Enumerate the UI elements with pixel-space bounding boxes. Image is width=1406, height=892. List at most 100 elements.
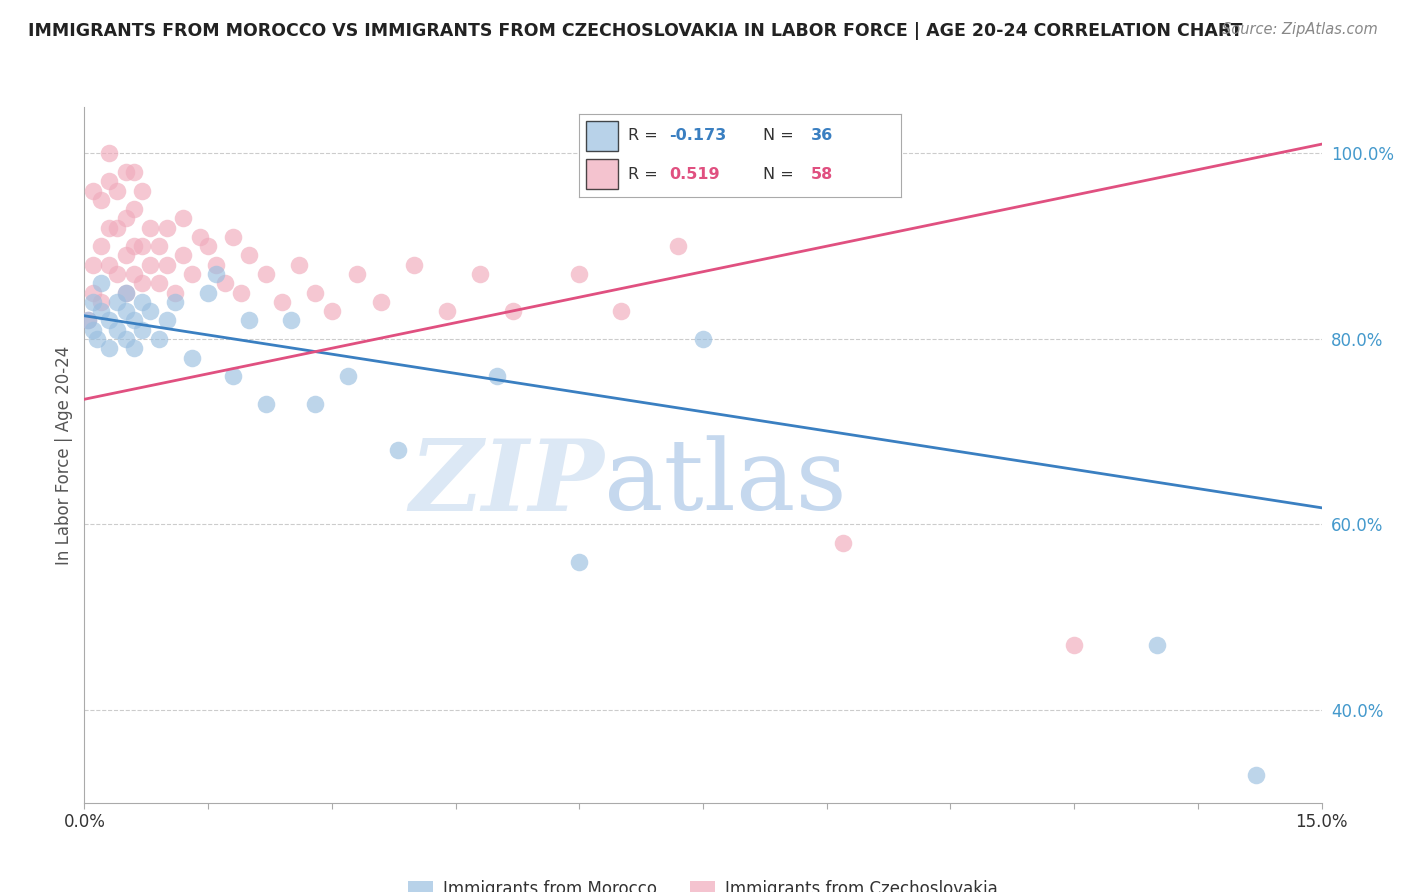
- Point: [148, 332, 170, 346]
- Point: [214, 277, 236, 291]
- Point: [122, 165, 145, 179]
- Point: [485, 369, 508, 384]
- Point: [122, 313, 145, 327]
- Point: [114, 332, 136, 346]
- Point: [205, 258, 228, 272]
- Point: [86, 332, 108, 346]
- Point: [114, 248, 136, 262]
- Text: Source: ZipAtlas.com: Source: ZipAtlas.com: [1222, 22, 1378, 37]
- Point: [197, 239, 219, 253]
- Point: [77, 313, 100, 327]
- Point: [105, 220, 128, 235]
- Point: [304, 285, 326, 300]
- Point: [90, 277, 112, 291]
- Point: [82, 184, 104, 198]
- Point: [156, 313, 179, 327]
- Point: [114, 165, 136, 179]
- Point: [346, 267, 368, 281]
- Point: [90, 239, 112, 253]
- Point: [114, 211, 136, 226]
- Point: [238, 313, 260, 327]
- Point: [131, 184, 153, 198]
- Point: [387, 443, 409, 458]
- Text: ZIP: ZIP: [409, 434, 605, 531]
- Point: [254, 397, 277, 411]
- Point: [238, 248, 260, 262]
- Point: [105, 184, 128, 198]
- Point: [304, 397, 326, 411]
- Point: [90, 294, 112, 309]
- Point: [122, 267, 145, 281]
- Point: [82, 258, 104, 272]
- Point: [404, 258, 426, 272]
- Legend: Immigrants from Morocco, Immigrants from Czechoslovakia: Immigrants from Morocco, Immigrants from…: [401, 874, 1005, 892]
- Point: [832, 536, 855, 550]
- Point: [82, 323, 104, 337]
- Point: [114, 285, 136, 300]
- Point: [692, 332, 714, 346]
- Point: [321, 304, 343, 318]
- Point: [197, 285, 219, 300]
- Point: [156, 258, 179, 272]
- Point: [77, 313, 100, 327]
- Point: [229, 285, 252, 300]
- Point: [82, 294, 104, 309]
- Point: [1063, 638, 1085, 652]
- Point: [122, 341, 145, 355]
- Point: [280, 313, 302, 327]
- Point: [180, 351, 202, 365]
- Point: [122, 202, 145, 216]
- Point: [337, 369, 360, 384]
- Point: [148, 277, 170, 291]
- Point: [114, 304, 136, 318]
- Point: [105, 323, 128, 337]
- Point: [1146, 638, 1168, 652]
- Point: [180, 267, 202, 281]
- Point: [131, 323, 153, 337]
- Point: [105, 267, 128, 281]
- Point: [98, 341, 121, 355]
- Point: [139, 304, 162, 318]
- Point: [609, 304, 631, 318]
- Point: [205, 267, 228, 281]
- Point: [370, 294, 392, 309]
- Point: [271, 294, 294, 309]
- Point: [139, 258, 162, 272]
- Point: [98, 174, 121, 188]
- Text: IMMIGRANTS FROM MOROCCO VS IMMIGRANTS FROM CZECHOSLOVAKIA IN LABOR FORCE | AGE 2: IMMIGRANTS FROM MOROCCO VS IMMIGRANTS FR…: [28, 22, 1243, 40]
- Point: [288, 258, 311, 272]
- Point: [666, 239, 689, 253]
- Point: [254, 267, 277, 281]
- Point: [148, 239, 170, 253]
- Point: [568, 267, 591, 281]
- Point: [90, 304, 112, 318]
- Point: [222, 230, 245, 244]
- Point: [90, 193, 112, 207]
- Point: [156, 220, 179, 235]
- Point: [98, 220, 121, 235]
- Point: [502, 304, 524, 318]
- Point: [122, 239, 145, 253]
- Point: [98, 146, 121, 161]
- Text: atlas: atlas: [605, 435, 846, 531]
- Point: [172, 211, 194, 226]
- Point: [131, 277, 153, 291]
- Point: [105, 294, 128, 309]
- Point: [165, 294, 187, 309]
- Point: [131, 239, 153, 253]
- Point: [165, 285, 187, 300]
- Point: [568, 555, 591, 569]
- Point: [139, 220, 162, 235]
- Point: [436, 304, 458, 318]
- Point: [82, 285, 104, 300]
- Point: [188, 230, 211, 244]
- Point: [470, 267, 492, 281]
- Point: [131, 294, 153, 309]
- Point: [114, 285, 136, 300]
- Y-axis label: In Labor Force | Age 20-24: In Labor Force | Age 20-24: [55, 345, 73, 565]
- Point: [98, 258, 121, 272]
- Point: [98, 313, 121, 327]
- Point: [1244, 768, 1267, 782]
- Point: [172, 248, 194, 262]
- Point: [222, 369, 245, 384]
